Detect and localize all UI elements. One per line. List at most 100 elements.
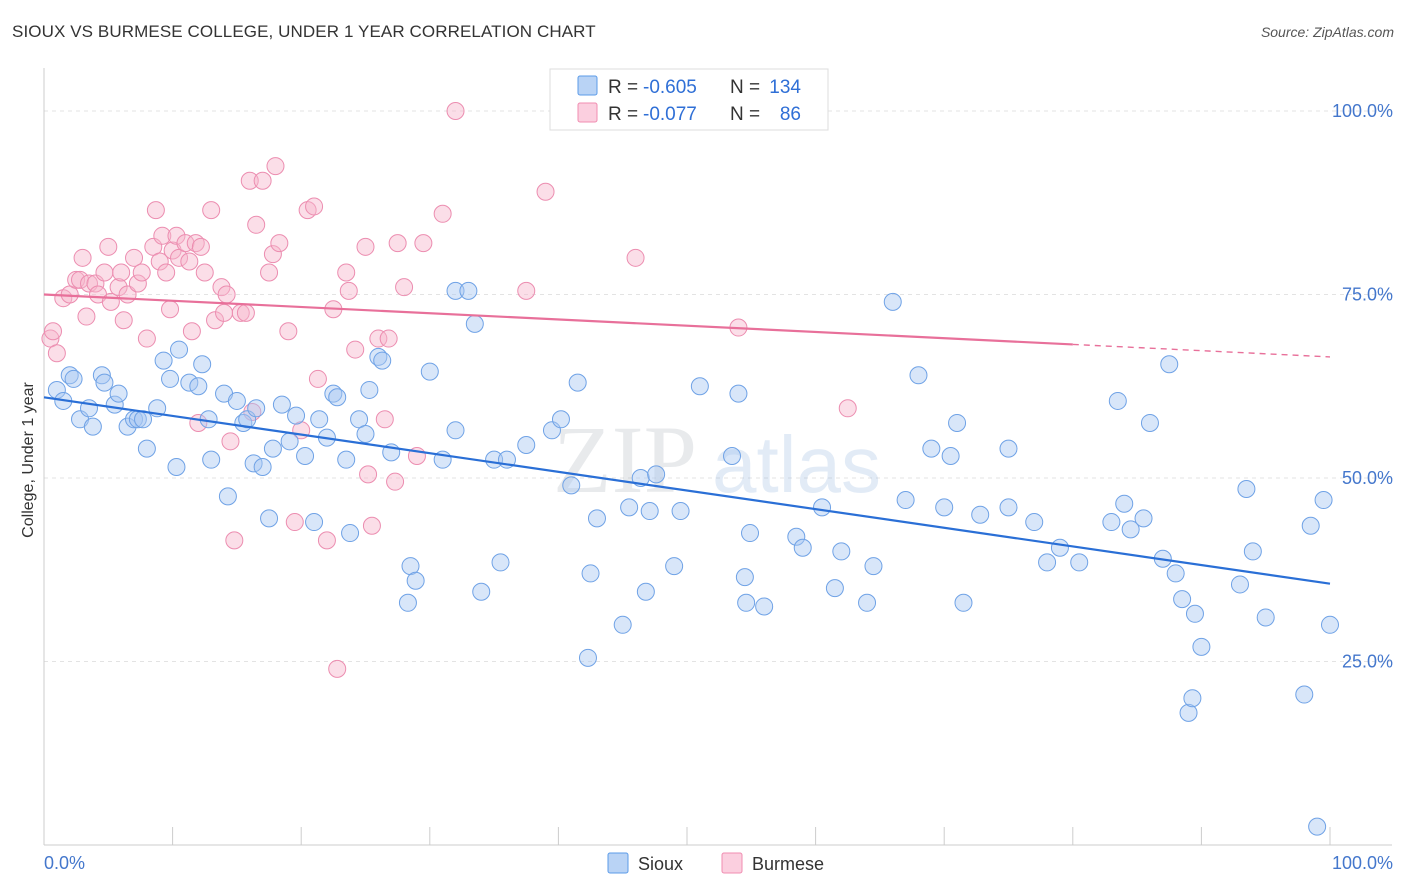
y-tick-label-0: 100.0%	[1332, 101, 1393, 121]
burmese-point-50	[247, 215, 266, 234]
sioux-point-58	[446, 421, 465, 440]
burmese-point-74	[386, 472, 405, 491]
sioux-point-23	[193, 355, 212, 374]
x-tick-label-min: 0.0%	[44, 853, 85, 873]
sioux-point-102	[948, 413, 967, 432]
trend-lines	[43, 293, 1331, 585]
sioux-point-98	[909, 366, 928, 385]
sioux-point-72	[581, 564, 600, 583]
burmese-point-85	[838, 399, 857, 418]
burmese-point-42	[215, 303, 234, 322]
bottom-legend-label-sioux: Sioux	[638, 854, 683, 874]
sioux-point-44	[328, 388, 347, 407]
sioux-point-27	[218, 487, 237, 506]
sioux-point-28	[227, 391, 246, 410]
burmese-point-70	[362, 516, 381, 535]
sioux-point-120	[1173, 590, 1192, 609]
burmese-point-68	[356, 237, 375, 256]
burmese-point-16	[112, 263, 131, 282]
sioux-point-99	[922, 439, 941, 458]
burmese-point-38	[195, 263, 214, 282]
sioux-points	[47, 281, 1339, 836]
sioux-point-122	[1183, 689, 1202, 708]
sioux-point-78	[640, 502, 659, 521]
sioux-point-85	[735, 568, 754, 587]
sioux-point-132	[1314, 491, 1333, 510]
burmese-point-79	[433, 204, 452, 223]
watermark-zip: ZIP	[553, 406, 697, 513]
burmese-point-24	[146, 201, 165, 220]
burmese-point-76	[395, 278, 414, 297]
sioux-point-51	[373, 351, 392, 370]
sioux-point-106	[999, 439, 1018, 458]
burmese-point-12	[95, 263, 114, 282]
sioux-point-118	[1160, 355, 1179, 374]
source-label: Source: ZipAtlas.com	[1260, 24, 1394, 40]
sioux-point-45	[337, 450, 356, 469]
burmese-point-40	[206, 311, 225, 330]
burmese-point-61	[308, 369, 327, 388]
burmese-point-55	[270, 234, 289, 253]
sioux-point-130	[1301, 516, 1320, 535]
sioux-point-115	[1134, 509, 1153, 528]
bottom-legend: Sioux Burmese	[607, 852, 824, 874]
burmese-point-6	[71, 270, 90, 289]
sioux-point-33	[253, 458, 272, 477]
burmese-point-78	[414, 234, 433, 253]
sioux-point-21	[180, 373, 199, 392]
sioux-point-46	[341, 524, 360, 543]
legend-n-label-sioux: N =	[730, 77, 760, 98]
legend-n-sioux: 134	[769, 77, 801, 98]
sioux-point-11	[118, 417, 137, 436]
sioux-point-20	[170, 340, 189, 359]
sioux-point-87	[741, 524, 760, 543]
sioux-point-3	[64, 369, 83, 388]
sioux-point-90	[793, 538, 812, 557]
sioux-point-18	[161, 369, 180, 388]
burmese-point-35	[186, 234, 205, 253]
sioux-point-39	[296, 446, 315, 465]
burmese-point-65	[337, 263, 356, 282]
sioux-point-69	[562, 476, 581, 495]
burmese-point-43	[217, 285, 236, 304]
burmese-point-60	[305, 197, 324, 216]
sioux-point-19	[167, 458, 186, 477]
sioux-point-113	[1115, 494, 1134, 513]
sioux-point-41	[310, 410, 329, 429]
sioux-point-125	[1230, 575, 1249, 594]
sioux-point-83	[723, 446, 742, 465]
burmese-point-34	[182, 322, 201, 341]
burmese-point-52	[260, 263, 279, 282]
grid-lines	[44, 110, 1392, 663]
burmese-point-64	[328, 659, 347, 678]
sioux-point-108	[1038, 553, 1057, 572]
sioux-point-86	[737, 593, 756, 612]
sioux-point-36	[272, 395, 291, 414]
burmese-point-2	[47, 344, 66, 363]
sioux-point-91	[813, 498, 832, 517]
sioux-point-116	[1140, 413, 1159, 432]
sioux-point-49	[360, 380, 379, 399]
sioux-point-37	[280, 432, 299, 451]
sioux-point-129	[1295, 685, 1314, 704]
burmese-point-47	[236, 303, 255, 322]
sioux-point-35	[263, 439, 282, 458]
sioux-point-81	[671, 502, 690, 521]
watermark: ZIP atlas	[553, 406, 881, 513]
sioux-point-92	[825, 579, 844, 598]
sioux-point-70	[568, 373, 587, 392]
burmese-point-28	[161, 300, 180, 319]
legend-r-sioux: -0.605	[643, 77, 697, 98]
burmese-point-27	[157, 263, 176, 282]
sioux-point-94	[858, 593, 877, 612]
burmese-point-37	[191, 237, 210, 256]
burmese-point-33	[180, 252, 199, 271]
burmese-point-22	[137, 329, 156, 348]
legend-swatch-burmese	[577, 102, 598, 123]
burmese-point-69	[359, 465, 378, 484]
sioux-point-15	[137, 439, 156, 458]
burmese-point-45	[225, 531, 244, 550]
sioux-point-38	[287, 406, 306, 425]
sioux-point-40	[305, 513, 324, 532]
